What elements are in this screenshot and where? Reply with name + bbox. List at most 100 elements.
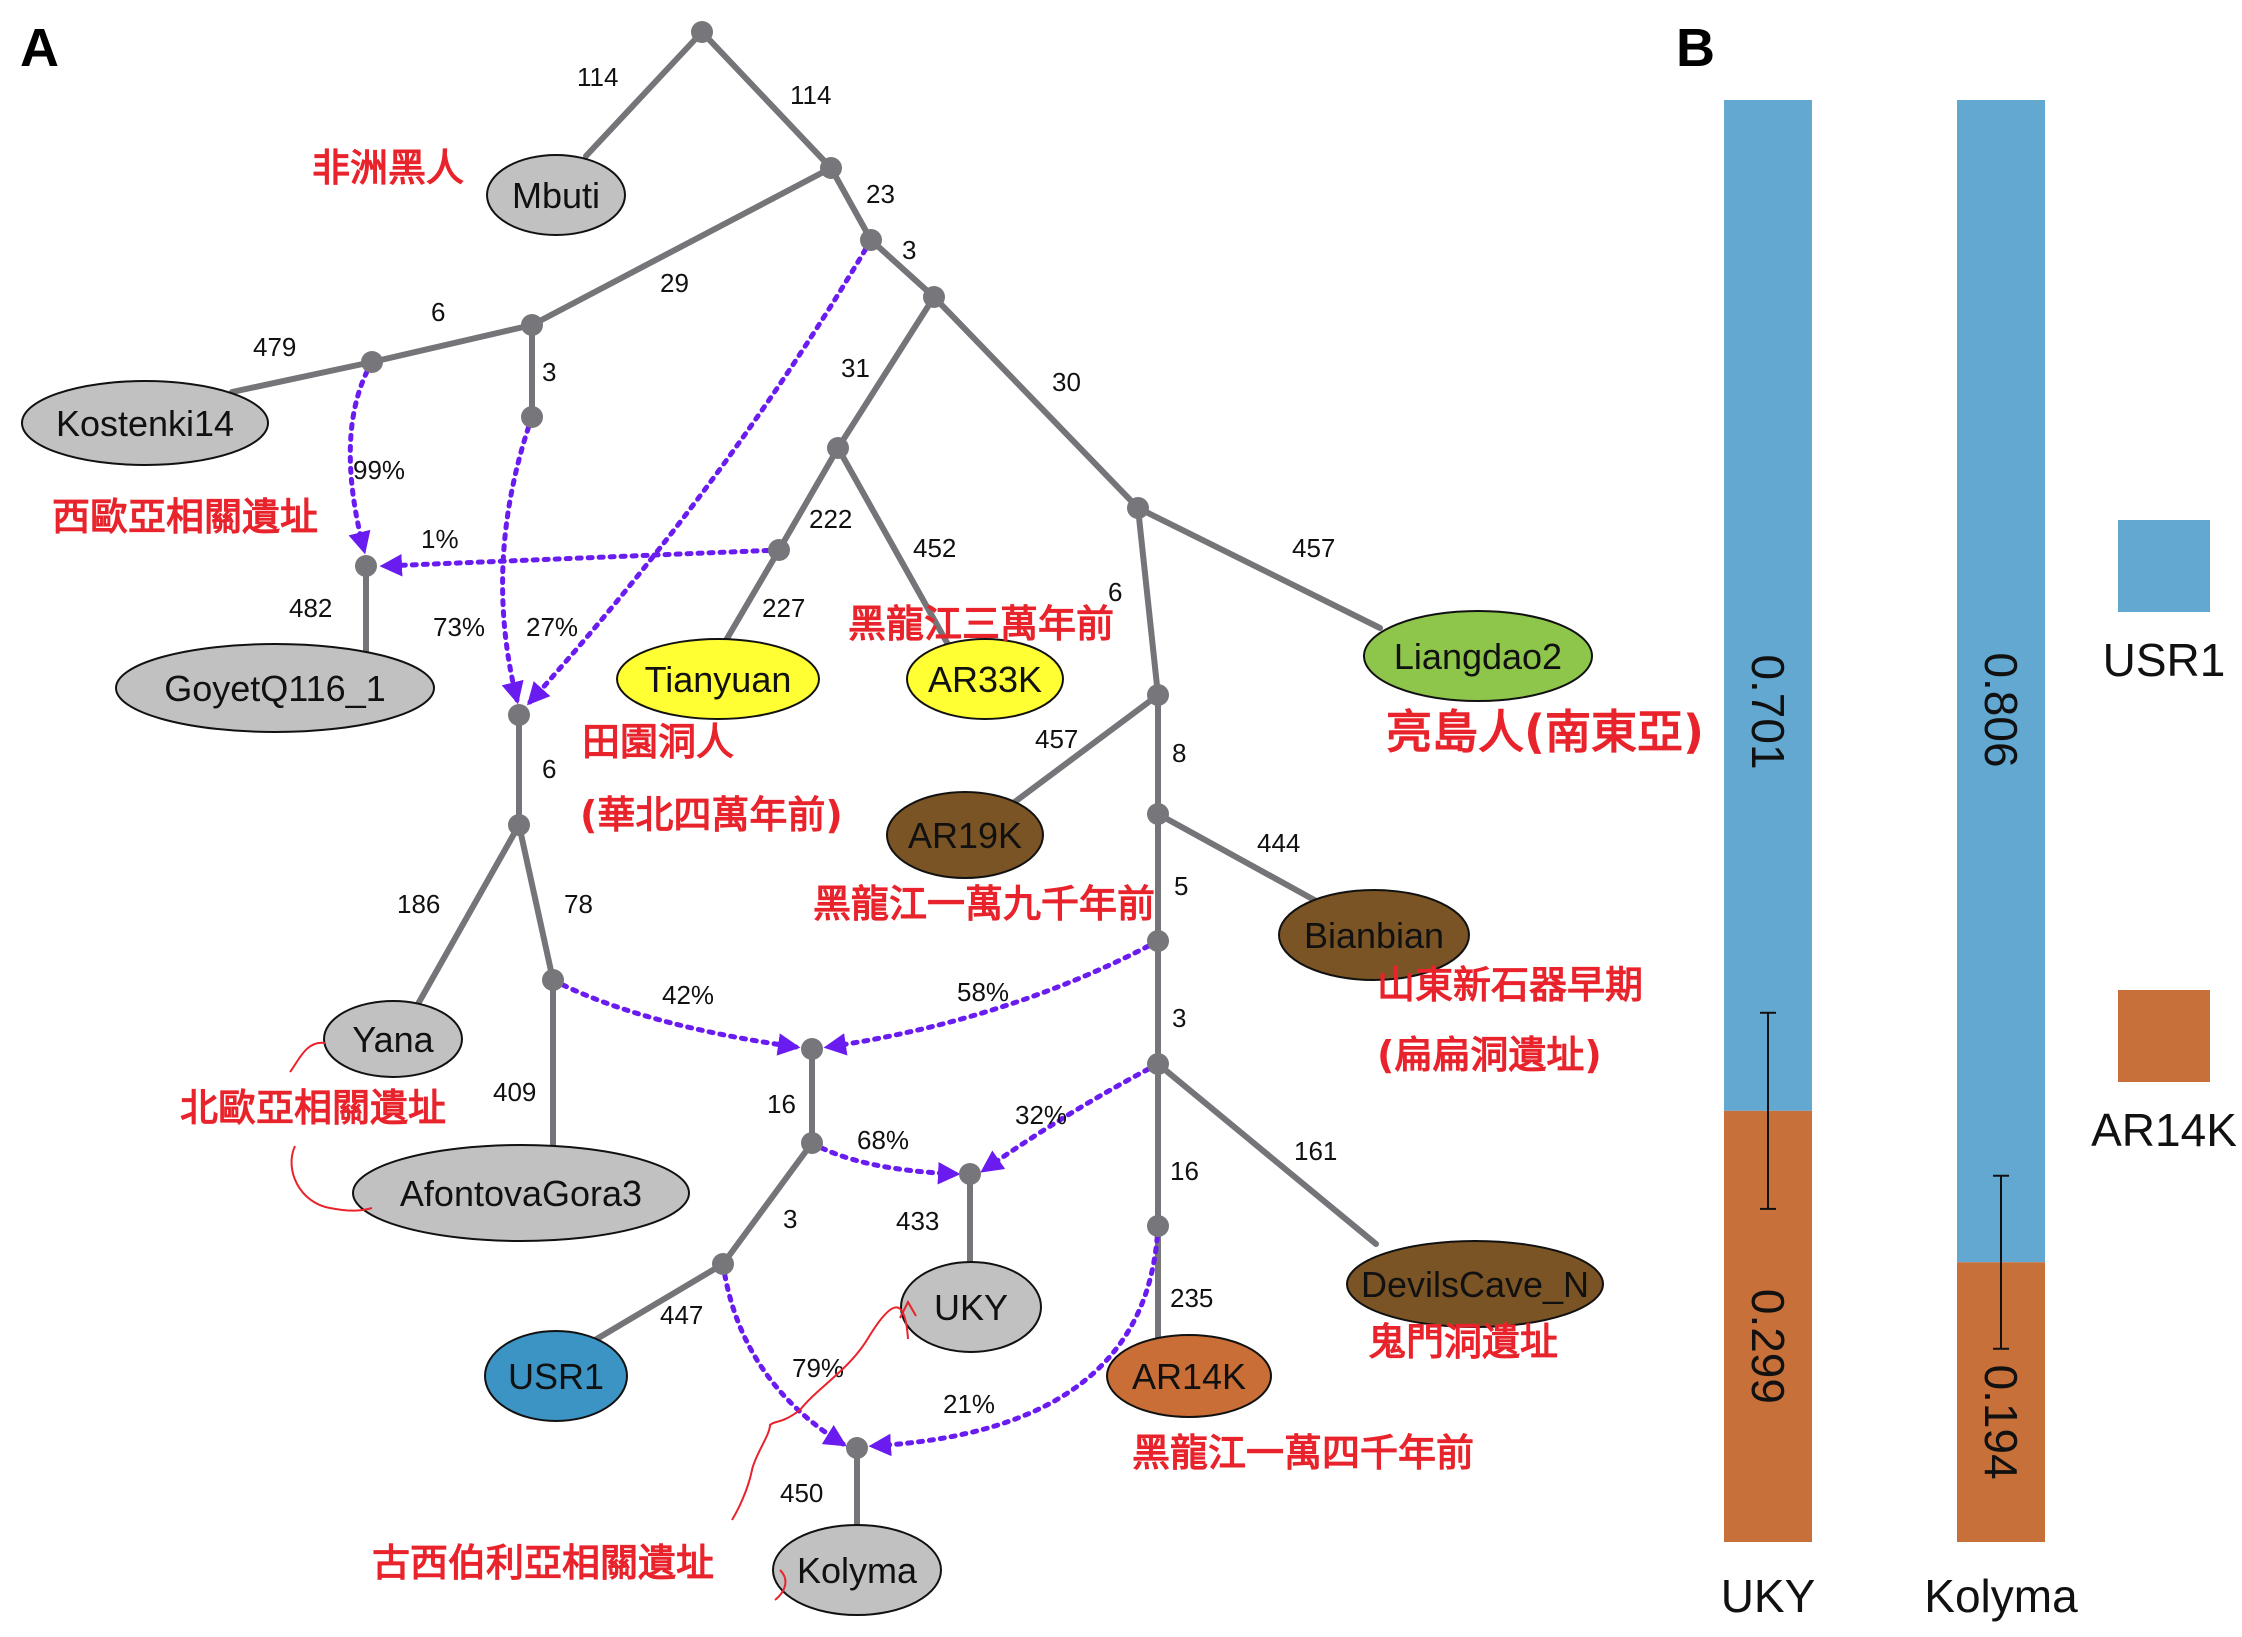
admixture-edges [347,237,1161,1457]
legend-label-ar14k: AR14K [2091,1104,2237,1156]
scribble-yana [289,1041,326,1073]
annotation-mbuti: 非洲黑人 [312,146,464,190]
branch-length-label: 16 [1170,1156,1199,1186]
edge-457-ar19k [1005,692,1161,810]
annotation-bianbian-1: 山東新石器早期 [1377,963,1643,1007]
scribble-arrowhead [899,1299,917,1319]
annotation-paleo-siberia: 古西伯利亞相關遺址 [372,1541,714,1585]
scribble-paleo-siberia [731,1306,909,1521]
leaf-label-usr1: USR1 [508,1356,604,1397]
category-label-kolyma: Kolyma [1924,1570,2078,1622]
branch-length-label: 409 [493,1077,536,1107]
hand-drawn-scribbles [289,1041,917,1601]
panel-b-admixture-proportions: B 0.701 0.299 0.806 0.194 UKY Kolyma USR… [1676,18,2237,1622]
internal-node [768,539,790,561]
edge-30 [931,294,1141,511]
edge-447 [592,1261,726,1343]
branch-length-label: 114 [790,80,831,110]
legend-swatch-usr1 [2118,520,2210,612]
internal-node [1147,803,1169,825]
internal-node [1147,930,1169,952]
branch-length-label: 23 [866,179,895,209]
bar-kolyma-usr1 [1957,100,2045,1263]
admixture-node [959,1163,981,1185]
edge-452 [835,445,953,651]
internal-node [1147,684,1169,706]
edge-457-liangdao [1135,505,1383,631]
edge-222 [776,445,841,553]
internal-node [361,351,383,373]
internal-node [542,969,564,991]
admixture-label: 42% [662,980,714,1010]
branch-length-label: 161 [1294,1136,1337,1166]
admixture-arrow-21 [868,1223,1161,1457]
category-label-uky: UKY [1721,1570,1816,1622]
leaf-label-kostenki14: Kostenki14 [56,403,234,444]
branch-length-label: 235 [1170,1283,1213,1313]
leaf-uky [900,1261,1042,1353]
legend-swatch-ar14k [2118,990,2210,1082]
admixture-proportion-labels: 99% 1% 73% 27% 42% 58% 68% 32% 79% 21% [353,455,1067,1419]
branch-length-label: 6 [1108,577,1122,607]
edge-29 [529,165,834,328]
branch-length-label: 222 [809,504,852,534]
branch-length-label: 457 [1292,533,1335,563]
branch-length-label: 457 [1035,724,1078,754]
branch-length-label: 8 [1172,738,1186,768]
admixture-arrow-42 [550,977,801,1056]
leaf-label-uky: UKY [934,1287,1008,1328]
branch-length-labels: 114 114 23 3 29 6 479 3 31 30 222 452 22… [253,62,1337,1508]
internal-node [712,1253,734,1275]
branch-length-label: 186 [397,889,440,919]
leaf-label-bianbian: Bianbian [1304,915,1444,956]
data-label-uky-usr1: 0.701 [1742,654,1794,769]
admixture-label: 99% [353,455,405,485]
edge-root-mbuti [583,29,705,159]
admixture-label: 32% [1015,1100,1067,1130]
edge-227 [722,547,782,645]
edge-31 [835,294,937,451]
internal-node [820,157,842,179]
annotation-ar19k: 黑龍江一萬九千年前 [813,882,1155,926]
branch-length-label: 6 [431,297,445,327]
admixture-arrow-73 [500,414,535,705]
data-label-kolyma-ar14k: 0.194 [1975,1365,2027,1480]
scribble-afontova [290,1145,373,1212]
branch-length-label: 447 [660,1300,703,1330]
data-label-uky-ar14k: 0.299 [1742,1289,1794,1404]
admixture-node [801,1038,823,1060]
admixture-arrow-27 [526,237,874,706]
admixture-arrow-79 [720,1261,847,1447]
internal-node [521,406,543,428]
admixture-arrow-99 [347,359,375,555]
annotation-ar14k: 黑龍江一萬四千年前 [1132,1431,1474,1475]
leaf-nodes [21,154,1604,1616]
leaf-afontova [352,1144,690,1242]
leaf-label-devils: DevilsCave_N [1361,1264,1589,1305]
leaf-ar33k [906,638,1064,720]
leaf-label-ar33k: AR33K [928,659,1042,700]
edge-3 [868,237,937,300]
admixture-label: 68% [857,1125,909,1155]
admixture-node [846,1437,868,1459]
leaf-label-yana: Yana [352,1019,434,1060]
branch-length-label: 6 [542,754,556,784]
branch-length-label: 114 [577,62,618,92]
error-bar-uky [1760,1011,1776,1210]
admixture-label: 1% [421,524,459,554]
admixture-arrow-58 [823,938,1161,1056]
tree-edges [229,29,1383,1531]
edge-6 [369,322,535,365]
branch-length-label: 227 [762,593,805,623]
edge-161 [1155,1061,1379,1247]
root-node [691,21,713,43]
admixture-arrow-68 [809,1140,961,1185]
edge-6-right [1135,505,1161,698]
red-annotations: 非洲黑人 西歐亞相關遺址 黑龍江三萬年前 田園洞人 (華北四萬年前) 亮島人(南… [52,146,1704,1585]
leaf-yana [323,1000,463,1078]
admixture-label: 21% [943,1389,995,1419]
edge-186 [415,822,522,1007]
leaf-ar14k [1106,1334,1272,1418]
leaf-tianyuan [616,638,820,720]
